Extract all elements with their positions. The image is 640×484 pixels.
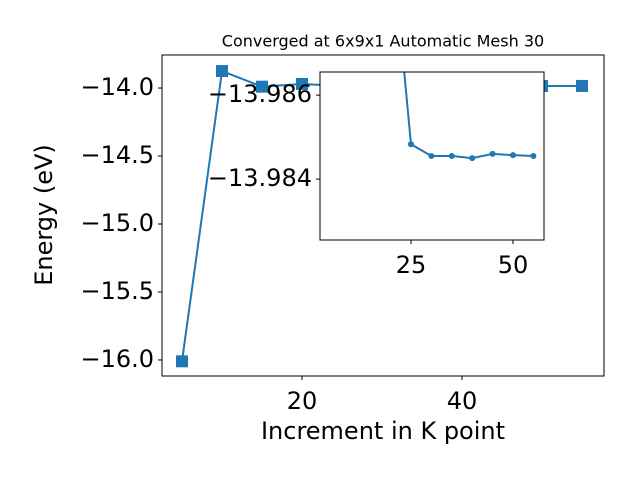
x-tick-label: 50 — [498, 251, 529, 279]
axes-frame — [319, 71, 545, 241]
marker — [256, 80, 268, 93]
marker — [509, 152, 516, 159]
marker — [407, 141, 414, 148]
marker — [489, 150, 496, 157]
y-tick-label: −14.5 — [80, 141, 154, 169]
marker — [448, 153, 455, 159]
plot-content — [403, 72, 537, 162]
marker — [296, 77, 308, 90]
y-tick-label: −13.984 — [208, 164, 312, 192]
y-tick-label: −15.5 — [80, 277, 154, 305]
marker — [530, 153, 537, 159]
marker — [428, 153, 435, 159]
marker — [176, 355, 188, 368]
marker — [469, 155, 476, 162]
x-tick-label: 40 — [447, 387, 478, 415]
y-tick-label: −16.0 — [80, 345, 154, 373]
y-tick-label: −14.0 — [80, 73, 154, 101]
y-tick-label: −15.0 — [80, 209, 154, 237]
marker — [576, 79, 588, 92]
y-axis-label: Energy (eV) — [30, 144, 58, 286]
x-tick-label: 20 — [287, 387, 318, 415]
y-tick-label: −13.986 — [208, 80, 312, 108]
axes-frame — [161, 54, 605, 377]
chart-title: Converged at 6x9x1 Automatic Mesh 30 — [222, 32, 544, 51]
x-tick-label: 25 — [396, 251, 427, 279]
series-line — [403, 72, 534, 160]
marker — [216, 65, 228, 78]
x-axis-label: Increment in K point — [261, 417, 505, 445]
